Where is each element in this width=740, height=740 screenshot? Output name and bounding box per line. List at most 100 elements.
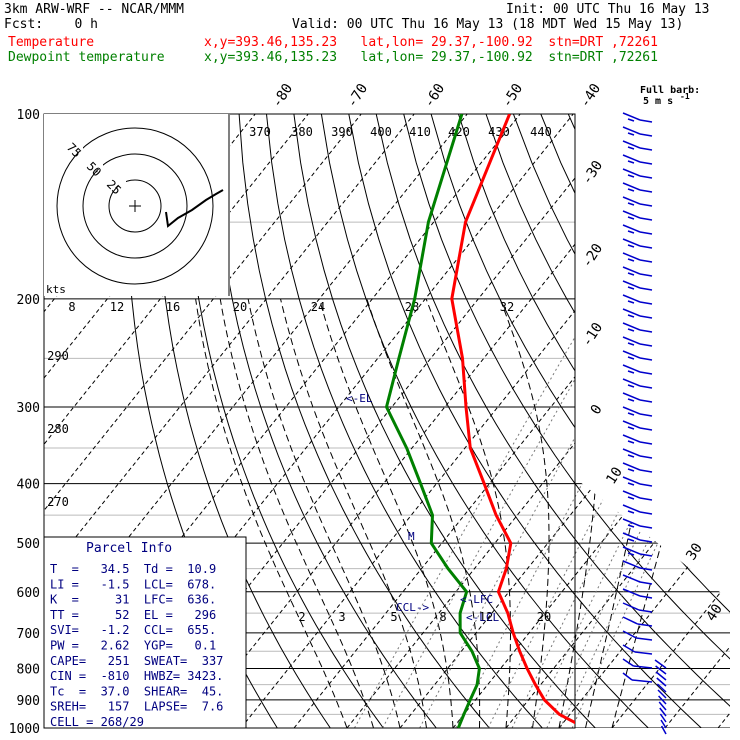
wind-barb-flag bbox=[622, 294, 641, 303]
wind-barb-flag bbox=[622, 490, 641, 499]
temperature-location: x,y=393.46,135.23 lat,lon= 29.37,-100.92… bbox=[204, 35, 658, 50]
wind-barb-flag bbox=[622, 350, 641, 359]
wind-barb-flag bbox=[622, 378, 641, 387]
isotherm-label: 40 bbox=[703, 601, 726, 624]
wind-barb-low bbox=[658, 701, 667, 711]
wind-barb-half bbox=[627, 426, 635, 430]
isotherm-line bbox=[187, 114, 680, 728]
mixing-ratio-label: 12 bbox=[110, 300, 124, 314]
wind-barb-half bbox=[627, 510, 635, 514]
wind-barb-half bbox=[627, 398, 635, 402]
wind-barb-shaft bbox=[633, 665, 653, 669]
wind-barb-half bbox=[627, 174, 635, 178]
wind-barb-flag bbox=[622, 434, 641, 443]
m-marker: M bbox=[408, 530, 415, 543]
wind-barb-flag bbox=[622, 224, 641, 233]
parcel-info-box: Parcel Info T = 34.5 Td = 10.9LI = -1.5 … bbox=[43, 536, 247, 729]
wind-barb-half bbox=[627, 286, 635, 290]
lfc-marker: <-LFC bbox=[460, 593, 493, 606]
isotherm-label: 30 bbox=[683, 540, 706, 563]
wind-barb-low bbox=[657, 689, 667, 699]
mixing-ratio-label-low: 5 bbox=[390, 610, 397, 624]
wind-barb-half bbox=[627, 552, 635, 556]
wind-barb-half bbox=[627, 384, 635, 388]
wind-barb-half bbox=[627, 230, 635, 234]
moist-adiabat-line bbox=[558, 298, 599, 728]
moist-adiabat-line bbox=[366, 298, 481, 728]
pressure-label: 900 bbox=[17, 694, 40, 709]
theta-label: 400 bbox=[370, 125, 392, 139]
wind-barb-shaft bbox=[639, 441, 653, 445]
pressure-label: 1000 bbox=[9, 722, 40, 737]
dry-adiabat-line bbox=[320, 114, 649, 728]
dry-adiabat-line bbox=[458, 114, 730, 728]
wind-barb-low bbox=[654, 659, 667, 669]
theta-label: 370 bbox=[249, 125, 271, 139]
isotherm-line bbox=[717, 114, 730, 728]
isotherm-label: -80 bbox=[269, 81, 296, 111]
el-marker: <-EL bbox=[346, 392, 373, 405]
wind-barb-flag bbox=[622, 462, 641, 471]
wind-barb-half bbox=[627, 160, 635, 164]
dewpoint-location: x,y=393.46,135.23 lat,lon= 29.37,-100.92… bbox=[204, 50, 658, 65]
lcl-marker: <-LCL bbox=[466, 611, 499, 624]
wind-barb-flag bbox=[622, 616, 638, 625]
wind-barb-half bbox=[627, 328, 635, 332]
temperature-profile bbox=[450, 114, 575, 725]
wind-barb-shaft bbox=[639, 231, 653, 235]
theta-label: 440 bbox=[530, 125, 552, 139]
parcel-info-row: PW = 2.62 YGP= 0.1 bbox=[50, 639, 216, 653]
wind-barb-low bbox=[656, 683, 667, 693]
wind-barb-shaft bbox=[639, 203, 653, 207]
theta-label: 410 bbox=[409, 125, 431, 139]
isotherm-label: -30 bbox=[579, 158, 606, 188]
wind-barb-shaft bbox=[639, 259, 653, 263]
pressure-label: 200 bbox=[17, 293, 40, 308]
theta-label-left: 290 bbox=[47, 349, 69, 363]
wind-barb-half bbox=[627, 412, 635, 416]
wind-barb-shaft bbox=[639, 455, 653, 459]
wind-barb-shaft bbox=[636, 637, 653, 641]
full-barb-speed: 5 m s bbox=[643, 96, 673, 107]
dry-adiabat-line bbox=[733, 114, 740, 728]
wind-barb-low bbox=[659, 707, 667, 717]
mixing-ratio-line bbox=[487, 298, 710, 728]
wind-barb-flag bbox=[622, 280, 641, 289]
wind-barb-shaft bbox=[639, 161, 653, 165]
pressure-label: 500 bbox=[17, 537, 40, 552]
isotherm-label: -70 bbox=[344, 81, 371, 111]
dry-adiabat-line bbox=[650, 114, 730, 728]
wind-barb-shaft bbox=[639, 287, 653, 291]
wind-barb-flag bbox=[622, 588, 641, 597]
dry-adiabat-line bbox=[677, 114, 730, 728]
mixing-ratio-label-low: 2 bbox=[298, 610, 305, 624]
wind-barb-flag bbox=[622, 532, 641, 541]
dry-adiabat-line bbox=[704, 114, 730, 728]
dry-adiabat-line bbox=[430, 114, 730, 728]
hodograph: 25 50 75 kts bbox=[44, 114, 230, 296]
wind-barb-shaft bbox=[639, 357, 653, 361]
wind-barb-shaft bbox=[639, 119, 653, 123]
temperature-legend-label: Temperature bbox=[8, 35, 95, 50]
dry-adiabat-line bbox=[266, 114, 543, 728]
mixing-ratio-label: 16 bbox=[166, 300, 180, 314]
wind-barb-shaft bbox=[639, 413, 653, 417]
wind-barb-half bbox=[627, 244, 635, 248]
sounding-profiles bbox=[385, 114, 575, 728]
pressure-label: 800 bbox=[17, 662, 40, 677]
mixing-ratio-line bbox=[559, 298, 730, 728]
parcel-info-row: TT = 52 EL = 296 bbox=[50, 608, 216, 622]
moist-adiabat-line bbox=[425, 298, 511, 728]
parcel-info-row: CAPE= 251 SWEAT= 337 bbox=[50, 654, 223, 668]
wind-barb-shaft bbox=[639, 469, 653, 473]
mixing-ratio-label-low: 12 bbox=[479, 610, 493, 624]
isotherm-label: 10 bbox=[603, 464, 626, 487]
isotherm-label: -50 bbox=[499, 81, 526, 111]
wind-barb-flag bbox=[622, 476, 641, 485]
dry-adiabat-line bbox=[375, 114, 730, 728]
wind-barb-shaft bbox=[639, 147, 653, 151]
moist-adiabat-line bbox=[247, 298, 401, 728]
wind-barb-low bbox=[660, 725, 667, 735]
wind-barb-half bbox=[627, 482, 635, 486]
wind-barb-half bbox=[627, 272, 635, 276]
